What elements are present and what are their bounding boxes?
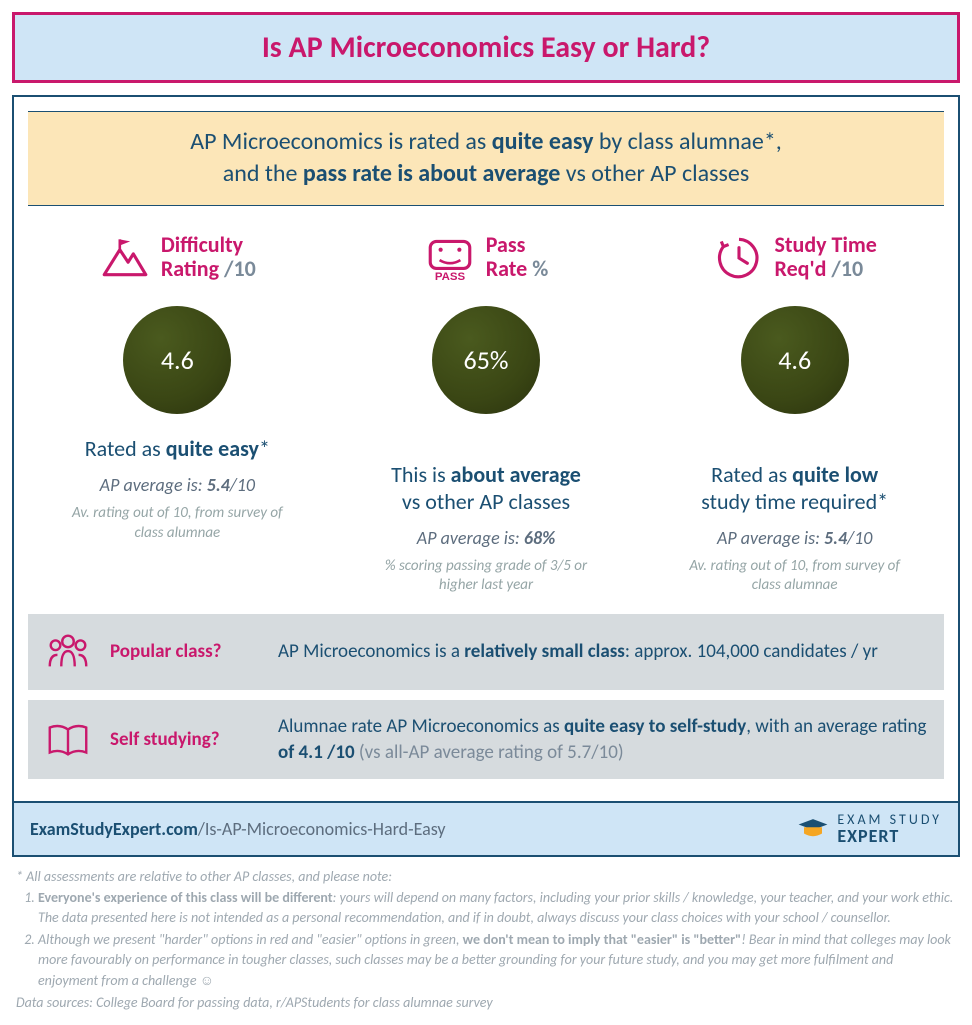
title-line2: Rating [161,255,219,282]
footnote-item: Everyone's experience of this class will… [38,888,956,929]
svg-text:PASS: PASS [435,271,466,283]
title-line2: Rate [486,255,527,282]
fn-pre: Although we present "harder" options in … [38,931,463,948]
info-pre: Alumnae rate AP Microeconomics as [278,715,564,738]
footnotes: * All assessments are relative to other … [12,857,960,1013]
title-suffix: % [527,255,548,282]
avg-line: AP average is: 5.4/10 [717,527,872,549]
info-mid: , with an average rating [746,715,926,738]
title-line1: Difficulty [161,231,243,258]
page-title: Is AP Microeconomics Easy or Hard? [29,29,943,66]
title-line1: Study Time [775,231,877,258]
avg-bold: 5.4 [824,527,847,549]
info-label: Popular class? [110,640,260,663]
book-icon [44,716,92,764]
value-bubble: 4.6 [741,306,849,414]
avg-pre: AP average is: [417,527,524,549]
metric-title: Difficulty Rating /10 [161,233,256,281]
avg-pre: AP average is: [717,527,824,549]
footnote-sources: Data sources: College Board for passing … [16,993,956,1013]
rating-pre: Rated as [85,435,166,462]
rating-bold: about average [451,461,581,488]
note-line: Av. rating out of 10, from survey of cla… [57,504,297,543]
fn-bold: Everyone's experience of this class will… [38,889,333,906]
info-bold-1: quite easy to self-study [564,715,746,738]
footnote-intro: * All assessments are relative to other … [16,867,956,887]
metric-header: PASS Pass Rate % [424,226,549,288]
footnote-list: Everyone's experience of this class will… [16,888,956,991]
info-row-popular: Popular class? AP Microeconomics is a re… [28,614,944,690]
info-bold-2: of 4.1 /10 [278,741,355,764]
metric-study-time: Study Time Req'd /10 4.6 Rated as quite … [645,226,944,596]
note-line: % scoring passing grade of 3/5 or higher… [366,557,606,596]
people-icon [44,628,92,676]
rating-line: This is about average vs other AP classe… [391,436,581,515]
metric-title: Study Time Req'd /10 [775,233,877,281]
avg-bold: 68% [524,527,555,549]
avg-post: /10 [230,474,255,496]
summary-bold-1: quite easy [492,127,594,156]
value-bubble: 65% [432,306,540,414]
logo-line2: EXPERT [837,827,942,845]
rating-line: Rated as quite easy* [85,436,270,462]
info-row-self-study: Self studying? Alumnae rate AP Microecon… [28,700,944,779]
url-bold: ExamStudyExpert.com [30,818,198,840]
rating-line: Rated as quite low study time required* [701,436,888,515]
rating-bold: quite low [792,461,878,488]
rating-pre: This is [391,461,451,488]
summary-banner: AP Microeconomics is rated as quite easy… [28,111,944,206]
main-frame: AP Microeconomics is rated as quite easy… [12,95,960,857]
pass-ticket-icon: PASS [424,231,476,283]
summary-text-1: AP Microeconomics is rated as [190,127,492,156]
info-rows: Popular class? AP Microeconomics is a re… [14,614,958,801]
rating-post: * [259,435,270,462]
fn-bold: we don't mean to imply that "easier" is … [463,931,742,948]
summary-bold-2: pass rate is about average [303,159,560,188]
avg-pre: AP average is: [100,474,207,496]
info-text: Alumnae rate AP Microeconomics as quite … [278,714,928,765]
metric-difficulty: Difficulty Rating /10 4.6 Rated as quite… [28,226,327,596]
value-bubble: 4.6 [123,306,231,414]
avg-post: /10 [847,527,872,549]
avg-line: AP average is: 5.4/10 [100,474,255,496]
footer-bar: ExamStudyExpert.com/Is-AP-Microeconomics… [14,801,958,855]
logo-text: EXAM STUDY EXPERT [837,813,942,845]
mountain-icon [99,231,151,283]
metric-pass-rate: PASS Pass Rate % 65% This is about avera… [337,226,636,596]
summary-text-3: and the [223,159,303,188]
info-text: AP Microeconomics is a relatively small … [278,639,878,665]
summary-text-4: vs other AP classes [560,159,749,188]
title-bar: Is AP Microeconomics Easy or Hard? [12,12,960,83]
footnote-item: Although we present "harder" options in … [38,930,956,991]
info-pre: AP Microeconomics is a [278,640,464,663]
grad-cap-icon [795,814,831,844]
metric-title: Pass Rate % [486,233,549,281]
info-label: Self studying? [110,728,260,751]
rating-bold: quite easy [166,435,259,462]
info-post: : approx. 104,000 candidates / yr [625,640,878,663]
info-post-grey: (vs all-AP average rating of 5.7/10) [355,741,624,764]
rating-post: vs other AP classes [402,488,570,515]
rating-post: study time required* [701,488,888,515]
logo: EXAM STUDY EXPERT [795,813,942,845]
avg-bold: 5.4 [207,474,230,496]
footer-url: ExamStudyExpert.com/Is-AP-Microeconomics… [30,818,446,840]
summary-text-2: by class alumnae*, [593,127,781,156]
avg-line: AP average is: 68% [417,527,555,549]
title-suffix: /10 [826,255,863,282]
rating-pre: Rated as [711,461,792,488]
metric-header: Study Time Req'd /10 [713,226,877,288]
clock-icon [713,231,765,283]
title-line2: Req'd [775,255,827,282]
metrics-row: Difficulty Rating /10 4.6 Rated as quite… [14,216,958,614]
metric-header: Difficulty Rating /10 [99,226,256,288]
info-bold: relatively small class [464,640,625,663]
note-line: Av. rating out of 10, from survey of cla… [675,557,915,596]
title-suffix: /10 [219,255,256,282]
title-line1: Pass [486,231,526,258]
url-rest: /Is-AP-Microeconomics-Hard-Easy [198,818,446,840]
